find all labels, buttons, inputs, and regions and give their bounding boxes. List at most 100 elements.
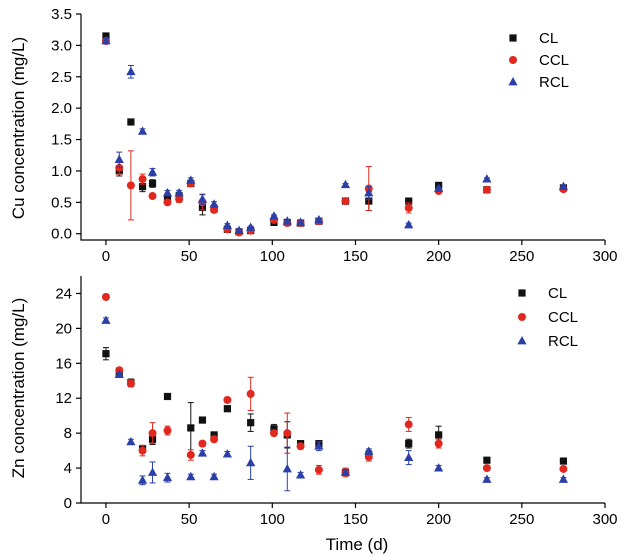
legend-marker-cl <box>509 34 517 42</box>
data-point <box>282 216 292 225</box>
data-point <box>364 187 374 197</box>
data-point <box>162 187 173 197</box>
data-point <box>404 452 414 461</box>
cu-panel: 0 50 100 150 200 250 300 0.0 0.5 1.0 1.5 2.0 2.5 3.0 3… <box>9 6 618 265</box>
data-point <box>147 467 158 476</box>
y-tick-label: 12 <box>55 390 72 407</box>
data-point <box>148 179 157 188</box>
data-point <box>404 420 413 429</box>
data-point <box>404 219 414 229</box>
data-point <box>234 225 244 234</box>
y-tick-label: 1.5 <box>51 132 72 149</box>
data-point <box>434 463 444 472</box>
data-point <box>364 446 374 455</box>
x-tick-label: 150 <box>343 511 368 528</box>
data-point <box>482 185 491 194</box>
x-tick-label: 0 <box>102 511 110 528</box>
data-point <box>482 174 492 183</box>
data-point <box>223 395 232 404</box>
x-tick-label: 250 <box>509 248 534 265</box>
data-point <box>314 465 323 474</box>
data-point <box>138 175 147 184</box>
data-point <box>209 199 219 208</box>
cu-y-axis-title: Cu concentration (mg/L) <box>9 37 28 219</box>
data-point <box>148 429 157 438</box>
y-tick-label: 3.5 <box>51 6 72 23</box>
data-point <box>175 195 184 204</box>
data-point <box>434 439 443 448</box>
y-tick-label: 2.0 <box>51 100 72 117</box>
data-point <box>102 32 110 40</box>
data-point <box>435 431 443 439</box>
data-point <box>434 183 444 192</box>
data-point <box>186 175 196 184</box>
x-tick-label: 100 <box>260 511 285 528</box>
series-cl <box>102 347 568 477</box>
y-tick-label: 0.0 <box>51 226 72 243</box>
x-tick-label: 100 <box>260 248 285 265</box>
series-ccl <box>101 36 568 237</box>
legend-label-rcl: RCL <box>548 333 578 350</box>
data-point <box>405 440 413 448</box>
data-point <box>223 405 231 413</box>
data-point <box>163 426 172 435</box>
x-tick-label: 150 <box>343 248 368 265</box>
data-point <box>127 118 135 126</box>
x-tick-label: 50 <box>181 248 198 265</box>
zn-y-axis-title: Zn concentration (mg/L) <box>9 298 28 478</box>
data-point <box>269 211 279 220</box>
data-point <box>187 424 195 432</box>
data-point <box>405 197 413 205</box>
data-point <box>210 431 218 439</box>
data-point <box>174 187 184 197</box>
y-tick-label: 8 <box>64 425 72 442</box>
x-tick-label: 200 <box>426 248 451 265</box>
data-point <box>101 35 111 45</box>
zn-panel: 0 50 100 150 200 250 300 0 4 8 12 16 20 24 Zn concent… <box>9 276 618 554</box>
data-point <box>210 435 219 444</box>
y-tick-label: 4 <box>64 460 72 477</box>
data-point <box>126 379 135 388</box>
data-point <box>246 389 255 398</box>
cu-data-points <box>101 32 569 237</box>
data-point <box>102 350 110 358</box>
data-point <box>197 194 208 203</box>
legend-label-cl: CL <box>548 285 567 302</box>
data-point <box>295 470 306 479</box>
x-tick-label: 50 <box>181 511 198 528</box>
y-tick-label: 0 <box>64 495 72 512</box>
data-point <box>283 429 292 438</box>
data-point <box>147 167 158 176</box>
x-axis-title: Time (d) <box>326 535 389 554</box>
data-point <box>247 419 255 427</box>
data-point <box>210 205 219 214</box>
legend-marker-rcl <box>517 336 527 345</box>
cu-ticks: 0 50 100 150 200 250 300 0.0 0.5 1.0 1.5 2.0 2.5 3.0 3… <box>51 6 617 265</box>
data-point <box>246 222 256 231</box>
data-point <box>404 203 413 212</box>
zn-legend: CL CCL RCL <box>517 285 578 350</box>
data-point <box>137 126 148 135</box>
data-point <box>115 163 124 172</box>
data-point <box>482 474 492 483</box>
legend-label-ccl: CCL <box>548 309 578 326</box>
data-point <box>209 471 219 481</box>
data-point <box>340 179 351 189</box>
data-point <box>482 464 491 473</box>
legend-label-rcl: RCL <box>539 74 569 91</box>
data-point <box>197 448 208 457</box>
data-point <box>270 425 278 433</box>
data-point <box>198 439 207 448</box>
legend-marker-ccl <box>518 313 526 321</box>
data-point <box>114 154 124 164</box>
series-ccl <box>101 292 568 478</box>
series-rcl <box>101 315 569 492</box>
data-point <box>558 474 569 483</box>
zn-data-points <box>101 292 569 492</box>
data-point <box>138 446 147 455</box>
data-point <box>126 181 135 190</box>
legend-marker-ccl <box>509 56 517 64</box>
legend-marker-cl <box>518 289 526 297</box>
y-tick-label: 24 <box>55 285 72 302</box>
